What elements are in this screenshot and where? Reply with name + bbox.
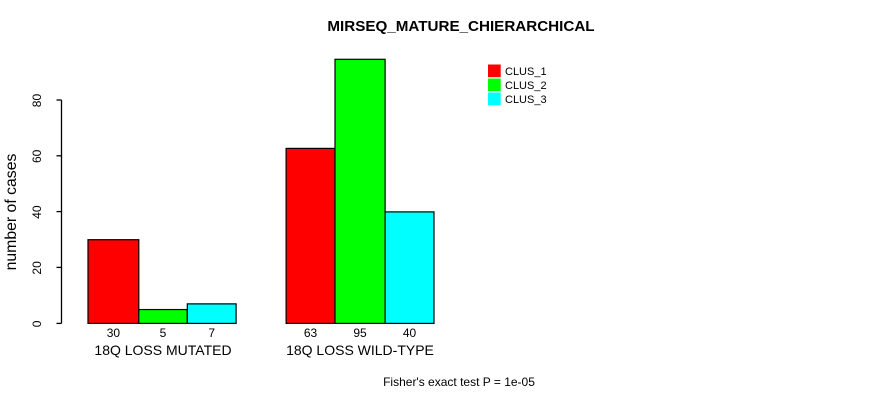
svg-text:40: 40 xyxy=(30,205,44,219)
svg-text:7: 7 xyxy=(208,326,215,340)
svg-text:18Q LOSS MUTATED: 18Q LOSS MUTATED xyxy=(94,342,231,358)
svg-text:Fisher's exact test P = 1e-05: Fisher's exact test P = 1e-05 xyxy=(383,375,535,389)
svg-text:5: 5 xyxy=(160,326,167,340)
svg-text:CLUS_1: CLUS_1 xyxy=(505,66,547,78)
svg-text:60: 60 xyxy=(30,149,44,163)
svg-text:CLUS_3: CLUS_3 xyxy=(505,94,547,106)
svg-text:0: 0 xyxy=(30,320,44,327)
svg-text:30: 30 xyxy=(107,326,121,340)
svg-text:number of cases: number of cases xyxy=(3,154,20,271)
svg-text:18Q LOSS WILD-TYPE: 18Q LOSS WILD-TYPE xyxy=(286,342,434,358)
svg-text:40: 40 xyxy=(403,326,417,340)
svg-text:95: 95 xyxy=(353,326,367,340)
svg-text:20: 20 xyxy=(30,261,44,275)
svg-text:63: 63 xyxy=(304,326,318,340)
svg-text:80: 80 xyxy=(30,94,44,108)
svg-text:CLUS_2: CLUS_2 xyxy=(505,80,547,92)
